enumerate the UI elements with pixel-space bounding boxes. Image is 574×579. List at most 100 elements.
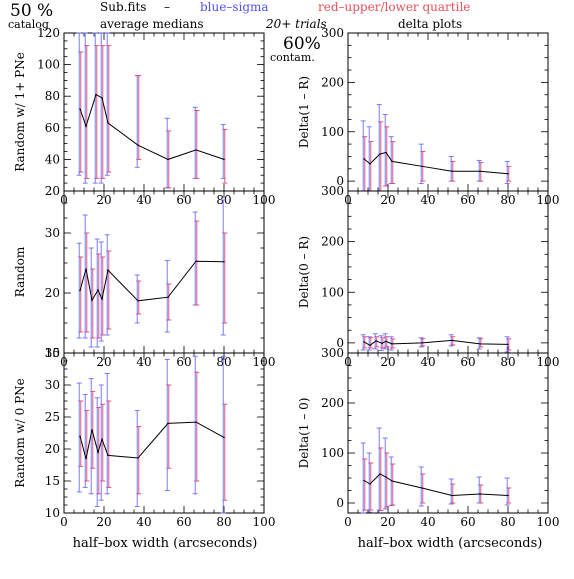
x-tick-label: 80 <box>500 355 515 369</box>
y-tick-label: 20 <box>45 184 60 198</box>
panel-bottom-left: 0 20 40 60 80 100 10 15 20 25 30 35 Random w/ 0 PNe <box>13 346 275 529</box>
x-tick-label: 40 <box>136 193 151 207</box>
data-point <box>107 454 109 456</box>
data-point <box>137 144 139 146</box>
x-tick-label: 40 <box>420 515 435 529</box>
data-point <box>507 173 509 175</box>
data-point <box>167 296 169 298</box>
data-point <box>421 165 423 167</box>
data-point <box>391 480 393 482</box>
y-tick-label: 30 <box>45 378 60 392</box>
x-tick-label: 0 <box>60 515 68 529</box>
data-point <box>101 438 103 440</box>
data-point <box>381 342 383 344</box>
x-tick-label: 0 <box>344 515 352 529</box>
legend-blue-sigma: blue–sigma <box>200 0 269 14</box>
data-point <box>167 422 169 424</box>
data-point <box>195 260 197 262</box>
y-tick-label: 10 <box>45 506 60 520</box>
data-point <box>421 342 423 344</box>
x-tick-label: 20 <box>380 355 395 369</box>
x-tick-label: 100 <box>253 515 276 529</box>
y-tick-label: 0 <box>336 336 344 350</box>
y-axis-label: Random w/ 1+ PNe <box>13 52 27 172</box>
x-tick-label: 20 <box>96 355 111 369</box>
data-point <box>223 261 225 263</box>
y-tick-label: 100 <box>321 446 344 460</box>
data-point <box>369 163 371 165</box>
header-contam: contam. <box>270 51 315 64</box>
median-line <box>79 421 225 459</box>
data-point <box>85 268 87 270</box>
x-tick-label: 40 <box>420 193 435 207</box>
y-axis-label: Delta(0 – R) <box>297 236 311 308</box>
x-tick-label: 80 <box>500 193 515 207</box>
data-point <box>385 151 387 154</box>
data-point <box>479 170 481 172</box>
y-tick-label: 0 <box>336 174 344 188</box>
data-point <box>479 343 481 345</box>
legend-red-quartile: red–upper/lower quartile <box>318 0 470 14</box>
panel-frame <box>63 352 265 514</box>
median-line <box>363 339 509 347</box>
x-tick-label: 80 <box>216 515 231 529</box>
data-point <box>97 289 99 291</box>
panel-frame <box>347 190 549 354</box>
y-tick-label: 200 <box>321 235 344 249</box>
data-point <box>421 487 423 489</box>
y-tick-label: 0 <box>336 496 344 510</box>
data-point <box>385 476 387 478</box>
x-axis-label-right: half–box width (arcseconds) <box>358 536 543 551</box>
data-point <box>451 170 453 172</box>
data-point <box>79 108 81 110</box>
panel-frame <box>347 32 549 192</box>
data-point <box>369 483 371 485</box>
panel-frame <box>63 32 265 192</box>
data-point <box>85 458 87 460</box>
header-dash: – <box>164 0 170 14</box>
x-tick-label: 20 <box>96 515 111 529</box>
header-delta-plots: delta plots <box>398 17 462 31</box>
y-tick-label: 60 <box>45 121 60 135</box>
data-point <box>101 298 103 300</box>
y-axis-label: Random w/ 0 PNe <box>13 378 27 488</box>
data-point <box>391 343 393 345</box>
x-tick-label: 40 <box>136 355 151 369</box>
data-point <box>363 479 365 482</box>
header-percent: 50 % <box>10 1 53 21</box>
y-axis-label: Random <box>13 246 27 297</box>
data-point <box>223 436 225 439</box>
header-subfits: Sub.fits <box>100 0 146 14</box>
data-point <box>95 94 97 96</box>
x-tick-label: 100 <box>537 515 560 529</box>
data-point <box>363 158 365 160</box>
x-tick-label: 80 <box>500 515 515 529</box>
data-point <box>91 299 93 301</box>
x-tick-label: 40 <box>136 515 151 529</box>
y-tick-label: 80 <box>45 89 60 103</box>
y-tick-label: 20 <box>45 442 60 456</box>
y-tick-label: 100 <box>321 285 344 299</box>
data-point <box>379 153 381 155</box>
y-tick-label: 100 <box>37 58 60 72</box>
data-point <box>451 494 453 497</box>
data-point <box>507 494 509 497</box>
y-tick-label: 300 <box>321 26 344 40</box>
data-point <box>107 269 109 271</box>
data-point <box>379 473 381 475</box>
x-tick-label: 60 <box>176 193 191 207</box>
panel-bottom-right: 0 20 40 60 80 100 0 100 200 300 Delta(1 – 0) <box>297 346 559 529</box>
y-tick-label: 300 <box>321 184 344 198</box>
data-point <box>85 125 87 127</box>
data-point <box>91 429 93 431</box>
x-tick-label: 60 <box>460 515 475 529</box>
median-line <box>79 260 225 302</box>
data-point <box>369 344 371 347</box>
y-axis-label: Delta(1 – R) <box>297 76 311 148</box>
panel-frame <box>63 190 265 354</box>
